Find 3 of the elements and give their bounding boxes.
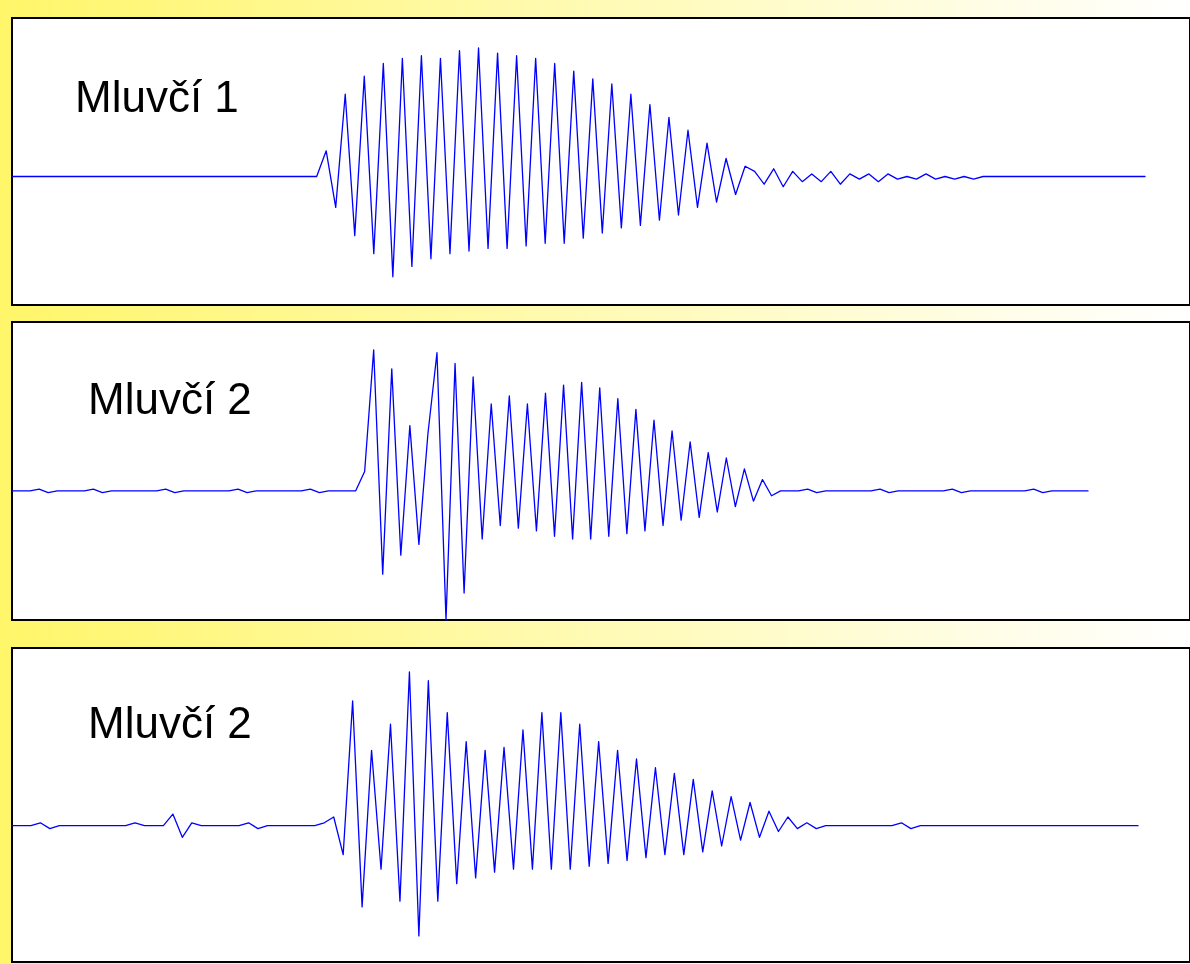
annotation: Mluvčí 2 xyxy=(88,698,252,747)
annotation: Mluvčí 2 xyxy=(88,374,252,423)
annotation: Mluvčí 1 xyxy=(75,72,239,121)
